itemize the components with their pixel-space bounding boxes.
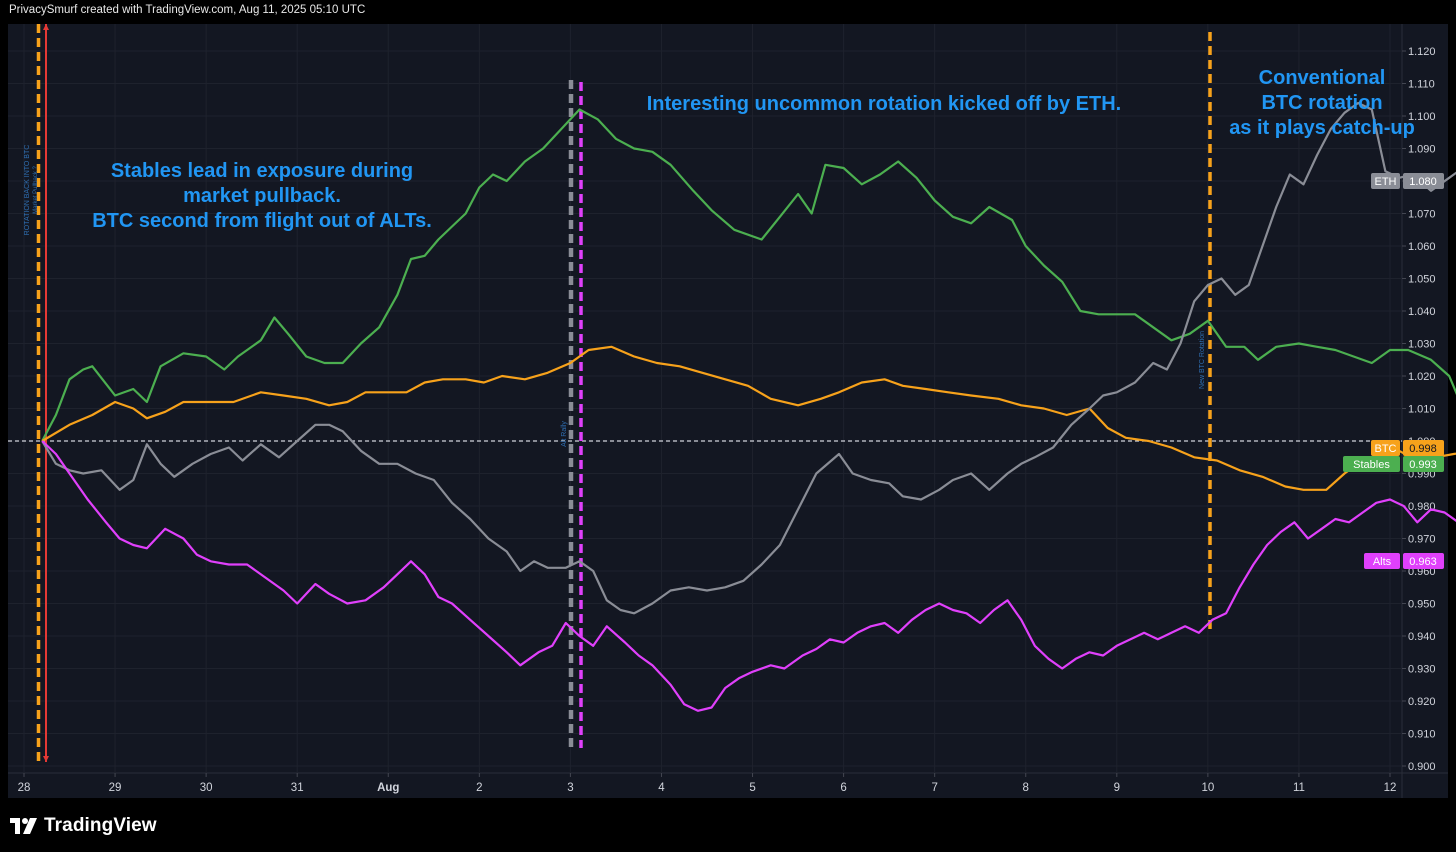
y-tick-label: 1.030 <box>1408 339 1436 351</box>
annotations: Stables lead in exposure during market pu… <box>92 67 1415 232</box>
x-tick-label: Aug <box>377 782 399 794</box>
x-axis: 28 29 30 31 Aug 2 3 4 5 6 7 8 9 10 11 12 <box>18 773 1397 794</box>
price-tag-name: BTC <box>1375 443 1397 455</box>
price-tag-name-bg <box>1364 553 1400 569</box>
y-tick-label: 1.060 <box>1408 241 1436 253</box>
price-tag-name: Alts <box>1373 556 1392 568</box>
marker-arrow-down-icon <box>43 756 49 762</box>
y-tick-label: 0.980 <box>1408 501 1436 513</box>
annotation-text: BTC second from flight out of ALTs. <box>92 210 432 232</box>
y-tick-label: 1.090 <box>1408 144 1436 156</box>
x-tick-label: 6 <box>840 782 846 794</box>
x-tick-label: 3 <box>567 782 573 794</box>
y-tick-label: 1.010 <box>1408 404 1436 416</box>
x-tick-label: 12 <box>1384 782 1397 794</box>
price-tag-value: 0.998 <box>1409 443 1437 455</box>
y-tick-label: 0.900 <box>1408 761 1436 773</box>
vertical-marker-label: Alt Rally <box>561 421 568 447</box>
annotation-text: as it plays catch-up <box>1229 117 1415 139</box>
vertical-marker-sublabel: Market Pullback ? <box>33 165 39 213</box>
price-tag-btc: BTC 0.998 <box>1371 440 1444 456</box>
price-tag-name-bg <box>1371 440 1400 456</box>
y-tick-label: 1.100 <box>1408 111 1436 123</box>
annotation-text: Stables lead in exposure during <box>111 160 413 182</box>
price-tag-value: 1.080 <box>1409 176 1437 188</box>
x-tick-label: 4 <box>658 782 665 794</box>
price-tag-stables: Stables 0.993 <box>1343 456 1444 472</box>
annotation-text: Conventional <box>1259 67 1386 89</box>
grid-lines <box>8 24 1448 798</box>
series-line-btc <box>41 345 1456 491</box>
y-tick-label: 0.910 <box>1408 729 1436 741</box>
y-tick-label: 0.920 <box>1408 696 1436 708</box>
price-tag-value-bg <box>1403 553 1444 569</box>
price-tag-value: 0.993 <box>1409 459 1437 471</box>
annotation-text: BTC rotation <box>1261 92 1382 114</box>
price-tag-name-bg <box>1371 173 1400 189</box>
x-tick-label: 28 <box>18 782 31 794</box>
price-tag-value: 0.963 <box>1409 556 1437 568</box>
x-tick-label: 31 <box>291 782 304 794</box>
footer-brand: TradingView <box>10 814 157 838</box>
x-tick-label: 11 <box>1293 782 1305 794</box>
price-tag-value-bg <box>1403 173 1444 189</box>
price-tag-name: Stables <box>1353 459 1390 471</box>
x-tick-label: 5 <box>749 782 755 794</box>
marker-arrow-up-icon <box>43 24 49 30</box>
y-tick-label: 0.970 <box>1408 534 1436 546</box>
y-tick-label: 0.940 <box>1408 631 1436 643</box>
x-tick-label: 9 <box>1114 782 1120 794</box>
x-tick-label: 7 <box>931 782 937 794</box>
x-tick-label: 8 <box>1023 782 1029 794</box>
vertical-marker-label: New BTC Rotation <box>1199 331 1206 389</box>
x-tick-label: 29 <box>109 782 122 794</box>
price-tags: ETH 1.080 BTC 0.998 Stables 0.993 Alts 0.963 <box>1343 173 1444 569</box>
y-axis: 1.120 1.110 1.100 1.090 1.080 1.070 1.060 1.050… <box>1402 46 1436 773</box>
x-tick-label: 2 <box>476 782 482 794</box>
chart-header: PrivacySmurf created with TradingView.co… <box>9 4 366 16</box>
y-tick-label: 1.120 <box>1408 46 1436 58</box>
x-tick-label: 30 <box>200 782 213 794</box>
price-tag-eth: ETH 1.080 <box>1371 173 1444 189</box>
x-tick-label: 10 <box>1201 782 1214 794</box>
series-line-eth <box>41 101 1456 615</box>
vertical-marker-label: ROTATION BACK INTO BTC <box>24 145 31 236</box>
price-tag-alts: Alts 0.963 <box>1364 553 1444 569</box>
y-tick-label: 1.050 <box>1408 274 1436 286</box>
tradingview-logo-icon <box>10 818 37 834</box>
y-tick-label: 0.930 <box>1408 664 1436 676</box>
y-tick-label: 1.040 <box>1408 306 1436 318</box>
price-tag-name: ETH <box>1375 176 1397 188</box>
chart-canvas[interactable]: 1.120 1.110 1.100 1.090 1.080 1.070 1.060 1.050… <box>0 0 1456 806</box>
y-tick-label: 1.110 <box>1408 79 1435 91</box>
series-lines <box>41 101 1456 712</box>
y-tick-label: 1.020 <box>1408 371 1436 383</box>
brand-name: TradingView <box>44 815 157 836</box>
annotation-text: Interesting uncommon rotation kicked off… <box>647 93 1121 115</box>
series-line-alts <box>41 440 1456 712</box>
annotation-text: market pullback. <box>183 185 341 207</box>
price-tag-name-bg <box>1343 456 1400 472</box>
y-tick-label: 1.070 <box>1408 209 1436 221</box>
series-line-stables <box>41 108 1456 442</box>
price-tag-value-bg <box>1403 456 1444 472</box>
price-tag-value-bg <box>1403 440 1444 456</box>
y-tick-label: 0.950 <box>1408 599 1436 611</box>
chart-background <box>8 24 1448 798</box>
